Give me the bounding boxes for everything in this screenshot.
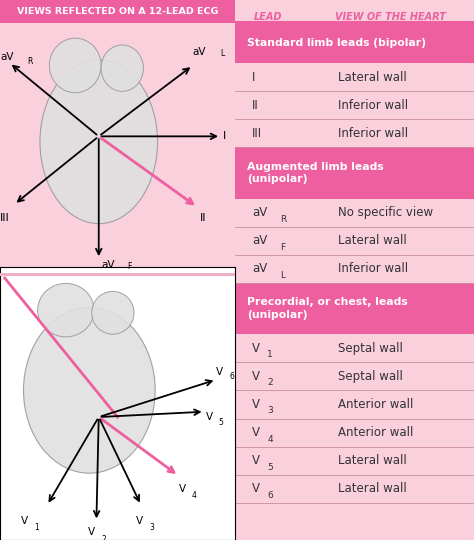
Text: 4: 4 xyxy=(267,435,273,443)
Ellipse shape xyxy=(49,38,101,93)
Text: Anterior wall: Anterior wall xyxy=(338,398,413,411)
Text: V: V xyxy=(21,516,28,526)
Text: aV: aV xyxy=(252,206,267,219)
Text: 2: 2 xyxy=(267,379,273,387)
Text: V: V xyxy=(252,426,260,439)
Text: V: V xyxy=(252,398,260,411)
Text: aV: aV xyxy=(252,262,267,275)
Text: V: V xyxy=(179,484,186,494)
Text: 1: 1 xyxy=(34,523,39,532)
Text: R: R xyxy=(281,215,287,224)
Ellipse shape xyxy=(24,307,155,473)
Text: aV: aV xyxy=(101,260,115,270)
Ellipse shape xyxy=(37,284,94,337)
Text: Lateral wall: Lateral wall xyxy=(338,71,407,84)
Text: V: V xyxy=(252,482,260,495)
Text: I: I xyxy=(252,71,255,84)
Bar xyxy=(235,91,474,119)
Bar xyxy=(235,418,474,447)
Bar xyxy=(235,390,474,418)
Text: V: V xyxy=(206,411,213,422)
Bar xyxy=(235,23,474,63)
Ellipse shape xyxy=(40,60,157,224)
Text: 1: 1 xyxy=(267,350,273,359)
Text: III: III xyxy=(252,127,262,140)
Text: 3: 3 xyxy=(149,523,154,532)
Text: 5: 5 xyxy=(219,418,224,427)
Bar xyxy=(235,199,474,227)
Text: 6: 6 xyxy=(267,491,273,500)
Bar xyxy=(235,63,474,91)
Text: I: I xyxy=(223,131,227,141)
Text: F: F xyxy=(281,243,286,252)
Text: V: V xyxy=(137,516,144,526)
Bar xyxy=(235,475,474,503)
Text: 3: 3 xyxy=(267,407,273,415)
Bar xyxy=(0,0,235,23)
Bar xyxy=(235,147,474,199)
Text: 2: 2 xyxy=(101,535,106,540)
Text: VIEW OF THE HEART: VIEW OF THE HEART xyxy=(336,12,447,22)
Text: No specific view: No specific view xyxy=(338,206,433,219)
Text: 6: 6 xyxy=(229,373,234,381)
Text: Lateral wall: Lateral wall xyxy=(338,454,407,467)
Text: 5: 5 xyxy=(267,463,273,471)
Text: Inferior wall: Inferior wall xyxy=(338,127,408,140)
Text: V: V xyxy=(252,454,260,467)
Text: Anterior wall: Anterior wall xyxy=(338,426,413,439)
Text: Septal wall: Septal wall xyxy=(338,370,403,383)
Text: Precordial, or chest, leads
(unipolar): Precordial, or chest, leads (unipolar) xyxy=(247,298,408,320)
Bar xyxy=(235,119,474,147)
Text: L: L xyxy=(281,271,285,280)
Text: aV: aV xyxy=(252,234,267,247)
Text: L: L xyxy=(220,49,224,58)
Text: 4: 4 xyxy=(191,491,197,501)
Text: V: V xyxy=(252,370,260,383)
Text: Inferior wall: Inferior wall xyxy=(338,262,408,275)
Text: R: R xyxy=(27,57,32,66)
Text: F: F xyxy=(127,262,131,271)
Text: III: III xyxy=(0,213,10,223)
Text: aV: aV xyxy=(0,52,13,62)
Text: VIEWS REFLECTED ON A 12-LEAD ECG: VIEWS REFLECTED ON A 12-LEAD ECG xyxy=(17,7,218,16)
Bar xyxy=(235,334,474,362)
Text: Standard limb leads (bipolar): Standard limb leads (bipolar) xyxy=(247,38,426,48)
Text: II: II xyxy=(200,213,206,223)
Text: Inferior wall: Inferior wall xyxy=(338,99,408,112)
Text: Septal wall: Septal wall xyxy=(338,342,403,355)
Text: Augmented limb leads
(unipolar): Augmented limb leads (unipolar) xyxy=(247,162,384,184)
Ellipse shape xyxy=(91,292,134,334)
Text: Lateral wall: Lateral wall xyxy=(338,482,407,495)
Bar xyxy=(235,362,474,390)
Text: V: V xyxy=(88,528,95,537)
Text: aV: aV xyxy=(193,47,206,57)
Text: LEAD: LEAD xyxy=(254,12,283,22)
Text: Lateral wall: Lateral wall xyxy=(338,234,407,247)
Text: V: V xyxy=(216,367,223,376)
Ellipse shape xyxy=(101,45,144,91)
Text: V: V xyxy=(252,342,260,355)
Bar xyxy=(235,447,474,475)
Bar xyxy=(235,227,474,255)
Bar xyxy=(235,283,474,334)
Bar xyxy=(235,255,474,283)
Text: II: II xyxy=(252,99,259,112)
